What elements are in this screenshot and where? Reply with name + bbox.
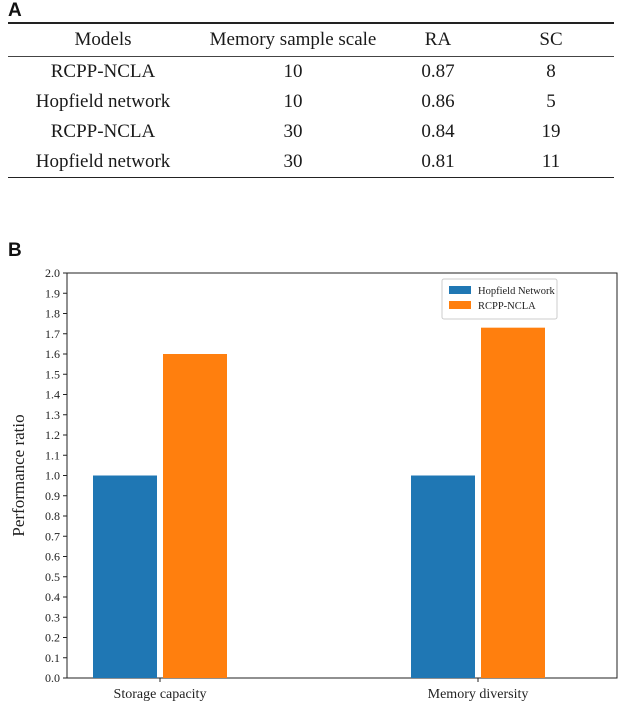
header-models: Models <box>74 28 132 50</box>
y-tick-label: 1.5 <box>45 367 60 381</box>
cell-model: Hopfield network <box>35 150 171 172</box>
y-tick-label: 1.3 <box>45 408 60 422</box>
y-tick-label: 0.8 <box>45 509 60 523</box>
y-tick-label: 0.3 <box>45 610 60 624</box>
table-row: Hopfield network 10 0.86 5 <box>8 87 614 117</box>
header-ra: RA <box>424 28 452 50</box>
cell-memory-scale: 30 <box>283 120 303 142</box>
table-bottom-rule <box>8 176 614 178</box>
bar-chart: 0.0 0.1 0.2 0.3 0.4 0.5 0.6 0.7 0.8 0.9 1.0 1.1 1.2 1… <box>0 262 624 704</box>
bar-rcpp-ncla <box>163 354 227 678</box>
bar-chart-svg: 0.0 0.1 0.2 0.3 0.4 0.5 0.6 0.7 0.8 0.9 1.0 1.1 1.2 1… <box>9 266 618 702</box>
cell-ra: 0.86 <box>421 90 455 112</box>
y-tick-label: 0.6 <box>45 550 60 564</box>
cell-memory-scale: 10 <box>283 60 303 82</box>
table-header-row: Models Memory sample scale RA SC <box>8 24 614 56</box>
table-top-rule <box>8 22 614 24</box>
bar-rcpp-ncla <box>481 327 545 678</box>
y-tick-label: 0.4 <box>45 590 60 604</box>
cell-sc: 5 <box>546 90 556 112</box>
bar-hopfield-network <box>93 475 157 678</box>
cell-ra: 0.84 <box>421 120 455 142</box>
x-category-label: Storage capacity <box>114 687 207 702</box>
y-tick-label: 0.7 <box>45 529 60 543</box>
x-category-label: Memory diversity <box>428 687 529 702</box>
y-tick-label: 1.2 <box>45 428 60 442</box>
table-row: RCPP-NCLA 10 0.87 8 <box>8 57 614 87</box>
results-table: Models Memory sample scale RA SC RCPP-NC… <box>8 22 614 178</box>
legend-box <box>441 278 558 320</box>
cell-model: RCPP-NCLA <box>50 120 156 142</box>
legend-label: Hopfield Network <box>478 286 555 297</box>
panel-label-b: B <box>8 240 22 261</box>
y-axis-label: Performance ratio <box>9 414 28 536</box>
legend-swatch <box>449 301 471 309</box>
cell-model: RCPP-NCLA <box>50 60 156 82</box>
cell-ra: 0.81 <box>421 150 455 172</box>
y-tick-label: 1.7 <box>45 327 60 341</box>
y-tick-label: 1.6 <box>45 347 60 361</box>
y-tick-label: 2.0 <box>45 266 60 280</box>
y-tick-label: 0.0 <box>45 671 60 685</box>
y-tick-label: 0.5 <box>45 570 60 584</box>
y-tick-label: 1.9 <box>45 286 60 300</box>
legend-label: RCPP-NCLA <box>478 301 536 312</box>
y-tick-label: 0.2 <box>45 631 60 645</box>
y-tick-label: 0.1 <box>45 651 60 665</box>
cell-model: Hopfield network <box>35 90 171 112</box>
cell-ra: 0.87 <box>421 60 455 82</box>
header-memory-sample-scale: Memory sample scale <box>209 28 377 50</box>
bar-hopfield-network <box>411 475 475 678</box>
cell-memory-scale: 30 <box>283 150 303 172</box>
y-tick-label: 1.4 <box>45 388 60 402</box>
panel-label-a: A <box>8 0 22 21</box>
table-header-rule <box>8 55 614 57</box>
cell-sc: 8 <box>546 60 556 82</box>
cell-sc: 19 <box>541 120 561 142</box>
table-row: RCPP-NCLA 30 0.84 19 <box>8 117 614 147</box>
y-tick-label: 1.1 <box>45 448 60 462</box>
y-tick-label: 0.9 <box>45 489 60 503</box>
table-row: Hopfield network 30 0.81 11 <box>8 147 614 177</box>
y-tick-label: 1.0 <box>45 469 60 483</box>
cell-memory-scale: 10 <box>283 90 303 112</box>
header-sc: SC <box>539 28 563 50</box>
legend-swatch <box>449 286 471 294</box>
y-tick-label: 1.8 <box>45 307 60 321</box>
cell-sc: 11 <box>541 150 561 172</box>
